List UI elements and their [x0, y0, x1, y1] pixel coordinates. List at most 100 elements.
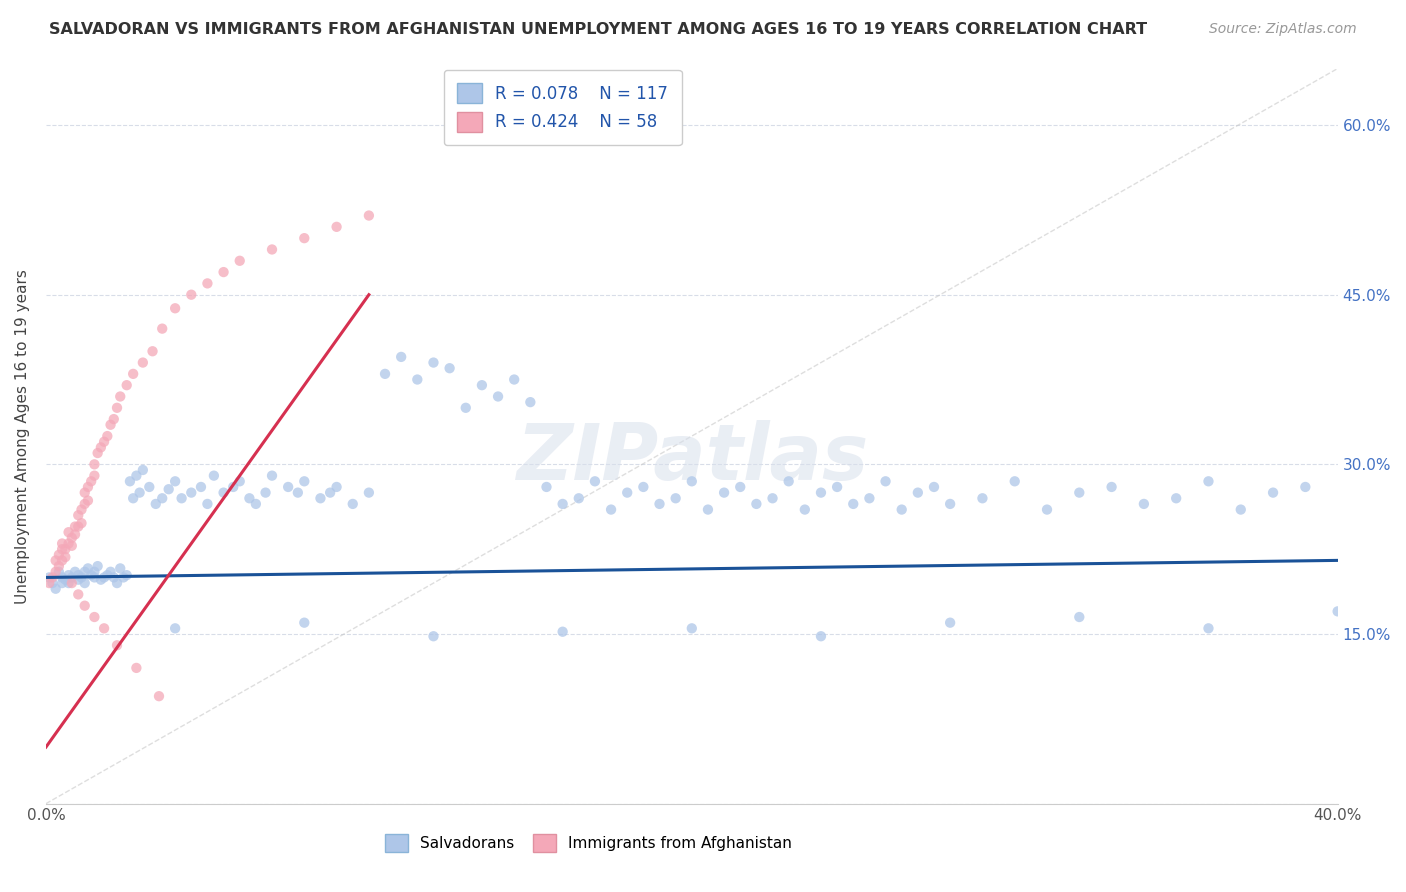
Point	[83, 458, 105, 472]
Point	[665, 491, 688, 506]
Point	[422, 355, 444, 369]
Point	[67, 587, 90, 601]
Point	[810, 485, 832, 500]
Point	[73, 497, 96, 511]
Point	[374, 367, 396, 381]
Legend: R = 0.078    N = 117, R = 0.424    N = 58: R = 0.078 N = 117, R = 0.424 N = 58	[444, 70, 682, 145]
Point	[73, 565, 96, 579]
Point	[793, 502, 815, 516]
Point	[277, 480, 299, 494]
Point	[51, 542, 73, 557]
Point	[90, 441, 112, 455]
Point	[60, 539, 83, 553]
Point	[519, 395, 541, 409]
Point	[41, 570, 63, 584]
Point	[454, 401, 477, 415]
Point	[357, 209, 380, 223]
Point	[53, 550, 76, 565]
Point	[77, 561, 100, 575]
Point	[83, 565, 105, 579]
Point	[148, 689, 170, 703]
Point	[471, 378, 494, 392]
Point	[583, 475, 606, 489]
Point	[536, 480, 558, 494]
Point	[93, 570, 115, 584]
Point	[157, 482, 180, 496]
Point	[180, 287, 202, 301]
Point	[319, 485, 342, 500]
Text: ZIPatlas: ZIPatlas	[516, 420, 868, 496]
Point	[1198, 621, 1220, 635]
Point	[165, 621, 187, 635]
Point	[648, 497, 671, 511]
Point	[86, 446, 108, 460]
Point	[389, 350, 412, 364]
Y-axis label: Unemployment Among Ages 16 to 19 years: Unemployment Among Ages 16 to 19 years	[15, 268, 30, 604]
Point	[245, 497, 267, 511]
Point	[165, 475, 187, 489]
Point	[122, 367, 145, 381]
Point	[132, 355, 155, 369]
Point	[115, 378, 138, 392]
Point	[697, 502, 720, 516]
Point	[122, 491, 145, 506]
Point	[202, 468, 225, 483]
Point	[45, 553, 67, 567]
Point	[633, 480, 655, 494]
Point	[551, 624, 574, 639]
Point	[1326, 604, 1348, 618]
Point	[48, 559, 70, 574]
Point	[53, 542, 76, 557]
Point	[357, 485, 380, 500]
Point	[190, 480, 212, 494]
Point	[105, 576, 128, 591]
Point	[67, 568, 90, 582]
Point	[1004, 475, 1026, 489]
Point	[1101, 480, 1123, 494]
Point	[292, 475, 315, 489]
Text: Source: ZipAtlas.com: Source: ZipAtlas.com	[1209, 22, 1357, 37]
Point	[125, 468, 148, 483]
Point	[145, 497, 167, 511]
Point	[67, 508, 90, 523]
Point	[60, 576, 83, 591]
Point	[907, 485, 929, 500]
Text: SALVADORAN VS IMMIGRANTS FROM AFGHANISTAN UNEMPLOYMENT AMONG AGES 16 TO 19 YEARS: SALVADORAN VS IMMIGRANTS FROM AFGHANISTA…	[49, 22, 1147, 37]
Point	[80, 568, 103, 582]
Point	[100, 565, 122, 579]
Point	[132, 463, 155, 477]
Point	[150, 321, 173, 335]
Point	[125, 661, 148, 675]
Point	[309, 491, 332, 506]
Point	[778, 475, 800, 489]
Point	[486, 389, 509, 403]
Point	[38, 576, 60, 591]
Point	[238, 491, 260, 506]
Point	[890, 502, 912, 516]
Point	[63, 519, 86, 533]
Point	[58, 568, 80, 582]
Point	[70, 570, 93, 584]
Point	[96, 568, 118, 582]
Point	[70, 516, 93, 530]
Point	[51, 553, 73, 567]
Point	[165, 301, 187, 316]
Point	[77, 480, 100, 494]
Point	[80, 475, 103, 489]
Point	[70, 502, 93, 516]
Point	[60, 531, 83, 545]
Point	[83, 468, 105, 483]
Point	[118, 475, 141, 489]
Point	[287, 485, 309, 500]
Point	[503, 372, 526, 386]
Point	[60, 570, 83, 584]
Point	[939, 615, 962, 630]
Point	[112, 570, 135, 584]
Point	[51, 570, 73, 584]
Point	[325, 480, 347, 494]
Point	[63, 527, 86, 541]
Point	[292, 231, 315, 245]
Point	[103, 412, 125, 426]
Point	[825, 480, 848, 494]
Point	[63, 565, 86, 579]
